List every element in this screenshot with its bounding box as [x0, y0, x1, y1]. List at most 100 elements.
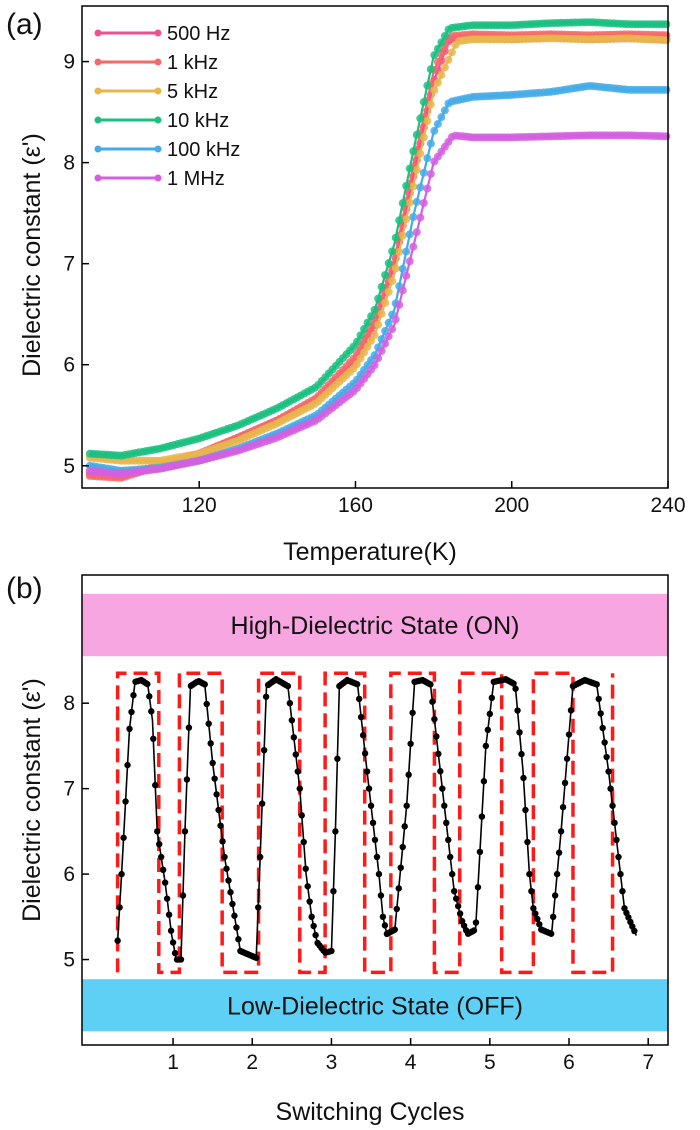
data-point — [516, 729, 523, 736]
data-point — [409, 182, 418, 191]
data-point — [393, 905, 400, 913]
data-point — [391, 233, 400, 242]
high-state-band: High-Dielectric State (ON) — [82, 593, 668, 657]
data-point — [555, 849, 563, 856]
data-point — [260, 746, 268, 754]
legend-swatch-marker — [94, 116, 102, 124]
data-point — [444, 55, 453, 64]
data-point — [456, 910, 464, 917]
data-point — [217, 822, 224, 829]
data-point — [300, 838, 307, 846]
data-point — [353, 360, 362, 369]
data-point — [563, 755, 571, 762]
data-point — [122, 798, 129, 805]
data-point — [367, 336, 376, 345]
legend-label: 10 kHz — [167, 110, 229, 132]
series-1-mhz — [85, 131, 671, 478]
data-point — [225, 877, 232, 884]
data-point — [377, 892, 385, 899]
panel-b-axis-frame — [81, 574, 669, 1046]
panel-a-x-tick-label: 200 — [494, 494, 529, 517]
data-point — [395, 885, 402, 892]
data-point — [167, 927, 175, 934]
data-point — [377, 309, 386, 318]
data-point — [439, 785, 446, 792]
data-point — [480, 778, 488, 785]
data-point — [605, 768, 612, 775]
data-point — [395, 216, 404, 225]
data-point — [565, 731, 573, 738]
data-point — [370, 305, 379, 314]
data-point — [360, 324, 369, 333]
data-point — [381, 339, 390, 348]
panel-a-y-tick-label: 8 — [63, 152, 75, 175]
data-point — [433, 44, 442, 53]
data-point — [310, 922, 317, 930]
data-point — [405, 230, 414, 239]
data-point — [514, 707, 521, 714]
panel-a-x-tick-label: 120 — [182, 494, 217, 517]
data-point — [398, 286, 407, 295]
panel-b-y-tick-label: 6 — [63, 863, 75, 886]
data-point — [403, 802, 410, 809]
data-point — [374, 320, 383, 329]
data-point — [118, 870, 125, 878]
legend-item: 1 MHz — [94, 168, 225, 190]
data-point — [254, 904, 262, 911]
low-state-band: Low-Dielectric State (OFF) — [82, 979, 668, 1032]
data-point — [185, 724, 193, 731]
data-point — [154, 828, 161, 835]
data-point — [377, 346, 386, 355]
data-point — [433, 57, 442, 66]
data-point — [433, 119, 442, 128]
data-point — [286, 699, 294, 707]
panel-b-x-axis-label: Switching Cycles — [276, 1098, 465, 1126]
data-point — [520, 774, 527, 782]
data-point — [427, 681, 434, 688]
data-point — [227, 889, 234, 896]
data-point — [294, 768, 301, 775]
data-point — [449, 870, 456, 878]
data-point — [373, 853, 381, 861]
data-point — [613, 836, 620, 844]
data-point — [532, 910, 539, 917]
data-point — [365, 785, 373, 792]
data-point — [416, 149, 425, 158]
data-point — [402, 215, 411, 224]
data-point — [405, 257, 414, 266]
data-point — [447, 48, 456, 57]
data-point — [617, 870, 624, 878]
data-point — [423, 154, 432, 163]
data-point — [662, 85, 671, 94]
data-point — [561, 779, 569, 787]
data-point — [233, 924, 240, 931]
panel-b-y-axis-label: Dielectric constant (ε') — [18, 678, 46, 922]
legend-label: 500 Hz — [167, 23, 230, 45]
data-point — [231, 912, 238, 919]
legend-label: 5 kHz — [167, 81, 218, 103]
data-point — [440, 63, 449, 72]
legend-swatch-marker — [94, 145, 102, 153]
data-point — [534, 915, 541, 923]
data-point — [426, 65, 435, 74]
data-point — [426, 169, 435, 178]
data-point — [357, 713, 365, 721]
band-fill — [82, 979, 668, 1032]
data-point — [430, 126, 439, 135]
data-point — [419, 97, 428, 106]
data-point — [437, 768, 444, 775]
data-point — [402, 181, 411, 190]
data-point — [363, 342, 372, 351]
data-point — [363, 318, 372, 327]
panel-a-plot-area — [85, 18, 671, 482]
panel-a-legend: 500 Hz 1 kHz 5 kHz 10 kHz 100 kHz 1 MHz — [94, 23, 240, 190]
data-point — [388, 247, 397, 256]
data-point — [156, 840, 163, 848]
data-point — [328, 947, 335, 955]
legend-item: 1 kHz — [94, 52, 218, 74]
data-point — [397, 864, 404, 871]
band-label: Low-Dielectric State (OFF) — [227, 992, 523, 1020]
data-point — [130, 692, 137, 699]
legend-swatch-marker — [154, 29, 162, 37]
data-point — [375, 870, 383, 878]
